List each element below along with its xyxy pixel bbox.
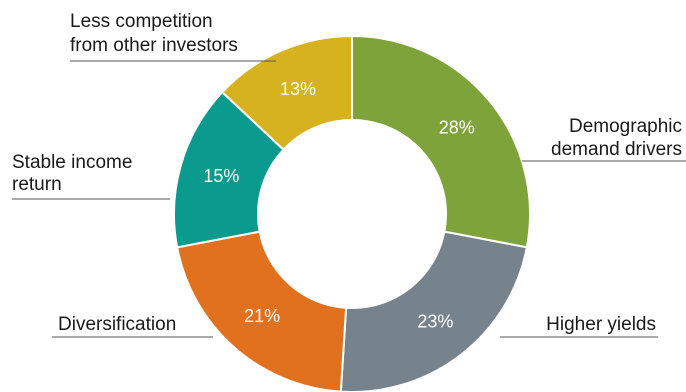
label-demographic-line2: demand drivers	[551, 139, 682, 160]
label-demographic: Demographic demand drivers	[522, 116, 686, 162]
donut-slices	[173, 34, 531, 392]
label-less-competition: Less competition from other investors	[70, 11, 276, 62]
label-stable-income-line1: Stable income	[12, 152, 132, 173]
slice-stable-income	[173, 90, 285, 249]
label-less-competition-line1: Less competition	[70, 11, 213, 32]
percent-label-diversification: 21%	[244, 306, 280, 326]
percent-label-less-competition: 13%	[280, 79, 316, 99]
percent-label-higher-yields: 23%	[417, 312, 453, 332]
label-stable-income-line2: return	[12, 174, 62, 195]
percent-labels: 28% 23% 21% 15% 13%	[203, 79, 474, 331]
label-higher-yields-text: Higher yields	[546, 314, 656, 335]
percent-label-stable-income: 15%	[203, 166, 239, 186]
label-stable-income: Stable income return	[12, 152, 170, 200]
label-diversification-text: Diversification	[58, 314, 176, 335]
slice-demographic	[351, 34, 531, 249]
label-less-competition-line2: from other investors	[70, 35, 238, 56]
label-diversification: Diversification	[52, 314, 213, 338]
percent-label-demographic: 28%	[439, 117, 475, 137]
slice-diversification	[175, 230, 348, 392]
slice-less-competition	[220, 34, 353, 152]
label-higher-yields: Higher yields	[500, 314, 658, 338]
label-demographic-line1: Demographic	[569, 116, 682, 137]
